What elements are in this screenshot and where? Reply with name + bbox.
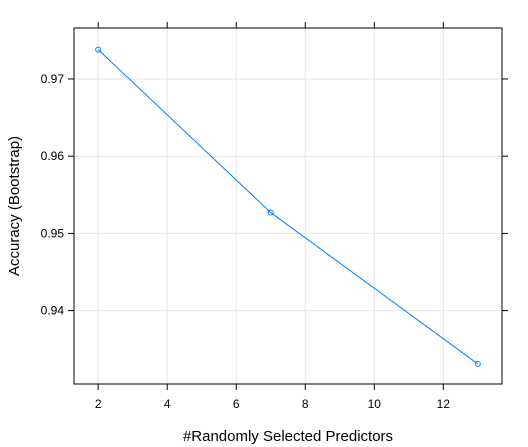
x-tick-label: 6	[233, 397, 240, 411]
data-point	[267, 209, 274, 216]
data-point	[95, 46, 102, 53]
x-tick-label: 4	[164, 397, 171, 411]
x-tick-label: 10	[368, 397, 382, 411]
y-tick-label: 0.97	[41, 72, 65, 86]
grid	[74, 28, 502, 384]
data-point	[474, 360, 481, 367]
y-axis-title: Accuracy (Bootstrap)	[6, 136, 23, 276]
x-axis-title: #Randomly Selected Predictors	[183, 428, 393, 445]
x-tick-label: 12	[437, 397, 451, 411]
y-tick-label: 0.94	[41, 304, 65, 318]
plot-frame	[73, 27, 503, 385]
series-line	[97, 49, 479, 365]
y-axis: 0.94 0.95 0.96 0.97	[41, 72, 508, 318]
y-tick-label: 0.95	[41, 226, 65, 240]
y-tick-label: 0.96	[41, 149, 65, 163]
series-layer	[95, 46, 481, 367]
x-tick-label: 8	[302, 397, 309, 411]
x-tick-label: 2	[95, 397, 102, 411]
x-axis: 2 4 6 8 10 12	[95, 22, 450, 411]
